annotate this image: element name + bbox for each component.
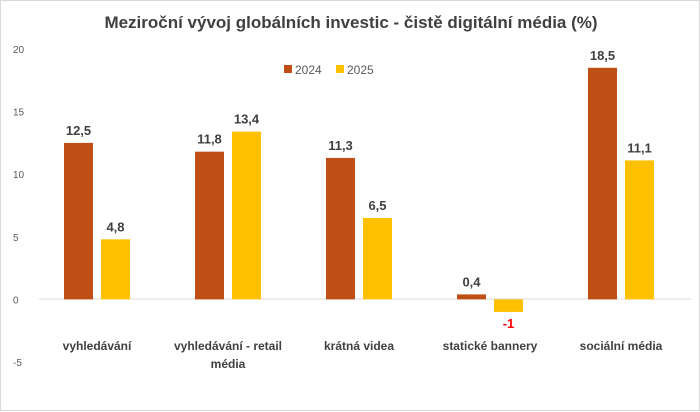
data-label: 11,3 [328,138,353,153]
bar-2024 [588,67,617,300]
data-label: 6,5 [368,198,386,213]
category-label: vyhledávání [63,339,132,353]
data-label: 12,5 [66,123,91,138]
y-tick-label: 10 [13,170,25,181]
y-tick-label: -5 [13,358,22,369]
data-label: 11,8 [197,132,222,147]
data-label: 0,4 [462,274,481,289]
category-label: sociální média [580,339,663,353]
y-tick-label: 5 [13,233,19,244]
category-label: krátná videa [324,339,394,353]
bar-2025 [101,239,130,300]
bar-2024 [64,142,93,300]
chart-title: Meziroční vývoj globálních investic - či… [104,13,597,32]
bar-2024 [457,294,486,300]
y-tick-label: 15 [13,108,25,119]
legend-swatch-2025 [336,65,344,73]
bar-2024 [195,151,224,300]
bar-2025 [363,218,392,300]
legend-swatch-2024 [284,65,292,73]
legend: 2024 2025 [284,63,374,77]
category-label: vyhledávání - retail [174,339,282,353]
data-label: 11,1 [627,140,652,155]
y-tick-label: 20 [13,45,25,56]
bar-2025 [625,160,654,300]
category-label: statické bannery [443,339,538,353]
bar-2024 [326,157,355,300]
data-label: 18,5 [590,48,615,63]
data-label: 13,4 [234,112,260,127]
category-label: média [211,357,246,371]
y-axis: 20 15 10 5 0 -5 [13,45,25,369]
legend-label-2024: 2024 [295,63,322,77]
bars: 12,5 4,8 11,8 13,4 11,3 6,5 0,4 -1 18,5 11,1 [64,48,654,331]
data-label: -1 [503,316,515,331]
bar-2025 [232,131,261,300]
category-labels: vyhledávání vyhledávání - retail média krát… [63,339,663,371]
legend-label-2025: 2025 [347,63,374,77]
data-label: 4,8 [106,219,124,234]
y-tick-label: 0 [13,295,19,306]
bar-2025 [494,299,523,312]
